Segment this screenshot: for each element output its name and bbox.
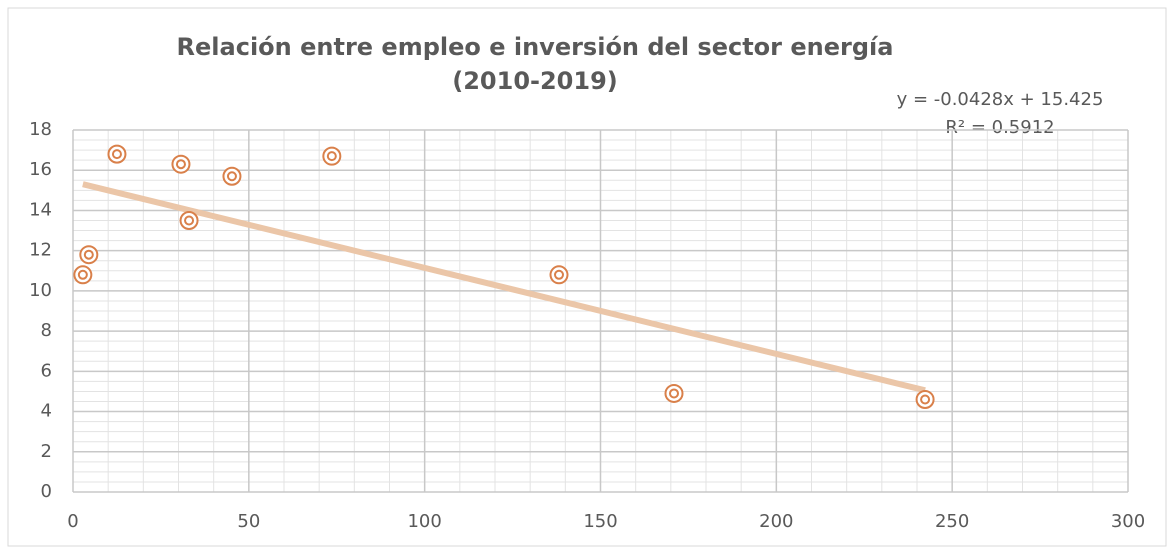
- point-inner: [920, 394, 931, 405]
- y-tick-label: 0: [41, 481, 52, 502]
- x-tick-label: 300: [1111, 511, 1145, 532]
- x-tick-label: 250: [935, 511, 969, 532]
- point-inner: [83, 249, 94, 260]
- point: [171, 154, 191, 174]
- y-tick-label: 4: [41, 401, 52, 422]
- point: [73, 265, 93, 285]
- point: [79, 245, 99, 265]
- point: [322, 146, 342, 166]
- x-tick-label: 200: [759, 511, 793, 532]
- x-tick-label: 50: [237, 511, 260, 532]
- y-tick-label: 16: [29, 159, 52, 180]
- y-tick-label: 2: [41, 441, 52, 462]
- point: [107, 144, 127, 164]
- chart-border: [7, 7, 1167, 547]
- y-tick-label: 10: [29, 280, 52, 301]
- x-tick-label: 100: [407, 511, 441, 532]
- x-tick-label: 150: [583, 511, 617, 532]
- point: [222, 166, 242, 186]
- y-tick-label: 14: [29, 199, 52, 220]
- point: [179, 211, 199, 230]
- point-inner: [175, 159, 186, 170]
- trendline-r2: R² = 0.5912: [945, 117, 1054, 138]
- y-tick-label: 18: [29, 119, 52, 140]
- chart-title: Relación entre empleo e inversión del se…: [177, 33, 894, 61]
- point-inner: [111, 149, 122, 160]
- trendline: [82, 181, 926, 394]
- point: [664, 383, 684, 403]
- y-tick-label: 8: [41, 320, 52, 341]
- x-tick-label: 0: [67, 511, 78, 532]
- point-inner: [77, 269, 88, 280]
- y-tick-label: 6: [41, 360, 52, 381]
- point-inner: [668, 388, 679, 399]
- y-tick-label: 12: [29, 240, 52, 261]
- point: [549, 265, 569, 285]
- point-inner: [226, 171, 237, 182]
- trendline-equation: y = -0.0428x + 15.425: [897, 89, 1104, 110]
- point-inner: [326, 151, 337, 162]
- point-inner: [554, 269, 565, 280]
- point: [915, 389, 935, 409]
- point-inner: [184, 215, 195, 226]
- chart-title: (2010-2019): [452, 67, 618, 95]
